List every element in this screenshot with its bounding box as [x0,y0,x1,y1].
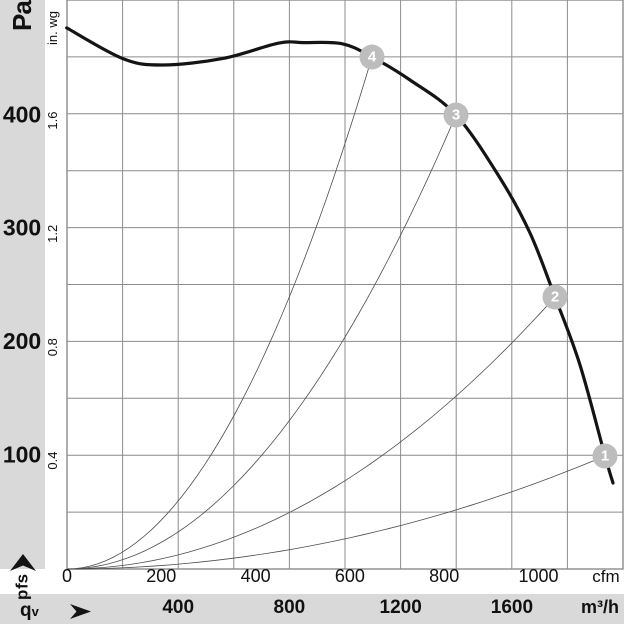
svg-text:1.6: 1.6 [45,112,60,130]
svg-text:300: 300 [3,215,41,241]
svg-text:m³/h: m³/h [581,597,619,617]
svg-text:1.2: 1.2 [45,225,60,243]
svg-text:4: 4 [368,49,377,66]
svg-text:1000: 1000 [518,566,558,586]
svg-text:1600: 1600 [491,597,533,618]
svg-text:600: 600 [335,566,365,586]
svg-text:0.4: 0.4 [45,452,60,470]
svg-text:0: 0 [62,566,72,586]
svg-text:200: 200 [3,328,41,354]
svg-text:100: 100 [3,441,41,467]
svg-text:cfm: cfm [592,567,619,586]
svg-text:800: 800 [429,566,459,586]
svg-text:1: 1 [601,448,609,465]
svg-text:400: 400 [3,101,41,127]
svg-text:1200: 1200 [380,597,422,618]
svg-text:3: 3 [452,107,460,124]
svg-text:400: 400 [162,597,194,618]
svg-text:2: 2 [551,289,559,306]
svg-text:0.8: 0.8 [45,338,60,356]
svg-text:800: 800 [274,597,306,618]
svg-text:200: 200 [146,566,176,586]
svg-text:in. wg: in. wg [45,11,60,45]
svg-text:400: 400 [241,566,271,586]
